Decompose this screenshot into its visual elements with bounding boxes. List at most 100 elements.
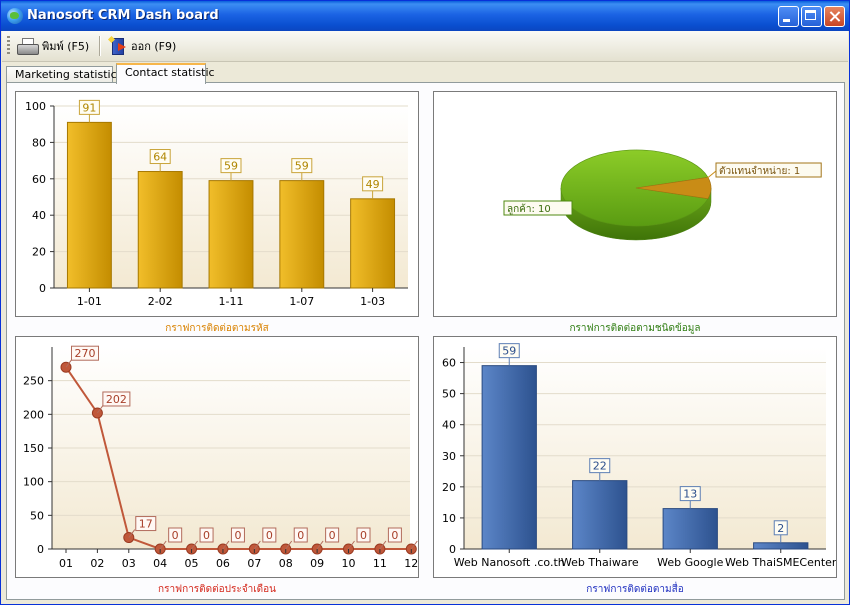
print-button[interactable]: พิมพ์ (F5) [16,36,89,56]
bar [481,365,537,550]
x-tick-label: 11 [373,557,387,570]
data-label: 0 [234,529,241,542]
toolbar-grip[interactable] [7,36,10,56]
data-label: 270 [75,347,96,360]
data-label-leader [128,529,136,538]
data-label-box [230,527,245,543]
y-tick-label: 200 [23,408,44,421]
data-label-box [679,486,701,502]
toolbar-separator [99,36,100,56]
x-tick-label: 07 [247,557,261,570]
data-label-box [773,520,788,536]
data-label: 0 [203,529,210,542]
pie-label: ตัวแทนจำหน่าย: 1 [719,166,800,177]
tab-contact-statistic[interactable]: Contact statistic [116,63,215,84]
window-title: Nanosoft CRM Dash board [27,8,219,23]
pie-chart-by-type: ลูกค้า: 10 ตัวแทนจำหน่าย: 1 [503,149,822,241]
y-tick-label: 20 [32,246,46,259]
chart-caption-by-code: กราฟการติดต่อตามรหัส [165,323,269,334]
data-label: 0 [391,529,398,542]
data-label: 64 [153,151,167,164]
chart-panel-by-type: ลูกค้า: 10 ตัวแทนจำหน่าย: 1 [433,91,837,317]
data-label-box [262,527,277,543]
data-label-box [498,343,520,359]
y-tick-label: 20 [442,481,456,494]
chart-caption-by-month: กราฟการติดต่อประจำเดือน [158,584,276,595]
bar [662,508,718,550]
print-label: พิมพ์ (F5) [42,40,90,53]
minimize-button[interactable] [778,6,799,27]
data-label: 49 [366,178,380,191]
data-label-box [325,527,340,543]
data-label-leader [222,540,230,550]
y-tick-label: 10 [442,512,456,525]
data-label: 91 [82,101,96,114]
x-tick-label: Web ThaiSMECenter [725,556,836,569]
data-label-box [387,527,402,543]
data-label-box [362,176,384,192]
x-tick-label: Web Nanosoft .co.th [454,556,565,569]
y-tick-label: 150 [23,442,44,455]
y-tick-label: 0 [449,543,456,556]
pie-label-box [503,200,573,216]
bar [208,180,254,289]
data-label-box [149,149,171,165]
y-tick-label: 50 [442,388,456,401]
close-button[interactable] [824,6,845,27]
data-label-leader [159,540,167,550]
data-label-box [291,158,313,174]
data-label-box [102,391,131,407]
contact-statistic-page: 0 20 40 60 80 100 91 1-01 64 2-02 59 1-11 59 1-07 49 1-… [6,82,845,600]
data-label-leader [285,540,293,550]
data-label-leader [348,540,355,550]
exit-button[interactable]: ออก (F9) [107,35,177,56]
data-label-box [356,527,371,543]
exit-label: ออก (F9) [131,40,177,53]
line-point [60,361,72,373]
chart-caption-by-type: กราฟการติดต่อตามชนิดข้อมูล [569,323,701,334]
tab-marketing-statistic[interactable]: Marketing statistic [6,66,117,83]
bar [753,542,809,550]
line-chart-by-month: 0501001502002502700120202170300400500600… [23,345,418,570]
x-tick-label: 1-11 [219,295,244,308]
data-label: 0 [297,529,304,542]
data-label: 59 [295,160,309,173]
pie-label-box [715,162,822,178]
chart-caption-by-media: กราฟการติดต่อตามสื่อ [586,584,684,595]
data-label: 0 [172,529,179,542]
data-label: 2 [777,522,784,535]
title-bar[interactable]: Nanosoft CRM Dash board [1,1,849,31]
chart-panel-by-month: 0 50 100 150 200 250 270 01 202 02 17 03 0 04 0 05 0 06 0 0… [15,336,419,578]
y-tick-label: 0 [37,543,44,556]
data-label-box [135,516,157,532]
printer-icon [16,37,39,55]
pie-slice [560,149,709,227]
maximize-button[interactable] [801,6,822,27]
data-label-leader [410,540,418,550]
y-tick-label: 0 [39,282,46,295]
data-label-box [71,345,99,361]
y-tick-label: 80 [32,136,46,149]
bar [66,121,112,289]
x-tick-label: 05 [185,557,199,570]
data-label-leader [316,540,324,550]
chart-panel-by-media: 0 10 20 30 40 50 60 59 Web Nanosoft .co.th 22 Web … [433,336,837,578]
y-tick-label: 50 [30,509,44,522]
data-label: 59 [224,160,238,173]
x-tick-label: 1-03 [360,295,385,308]
data-label-box [589,458,611,474]
y-tick-label: 100 [23,476,44,489]
data-label: 13 [683,488,697,501]
line-point [123,532,135,544]
x-tick-label: 10 [342,557,356,570]
x-tick-label: 1-01 [77,295,102,308]
pie-label-leader [704,170,717,181]
y-tick-label: 30 [442,450,456,463]
bar [350,198,396,289]
data-label: 59 [502,345,516,358]
bar-chart-by-media: 0 10 20 30 40 50 60 59 Web Nanosoft .co.th 22 Web … [442,343,836,569]
y-tick-label: 40 [32,209,46,222]
data-label: 202 [106,393,127,406]
bar [572,480,628,550]
